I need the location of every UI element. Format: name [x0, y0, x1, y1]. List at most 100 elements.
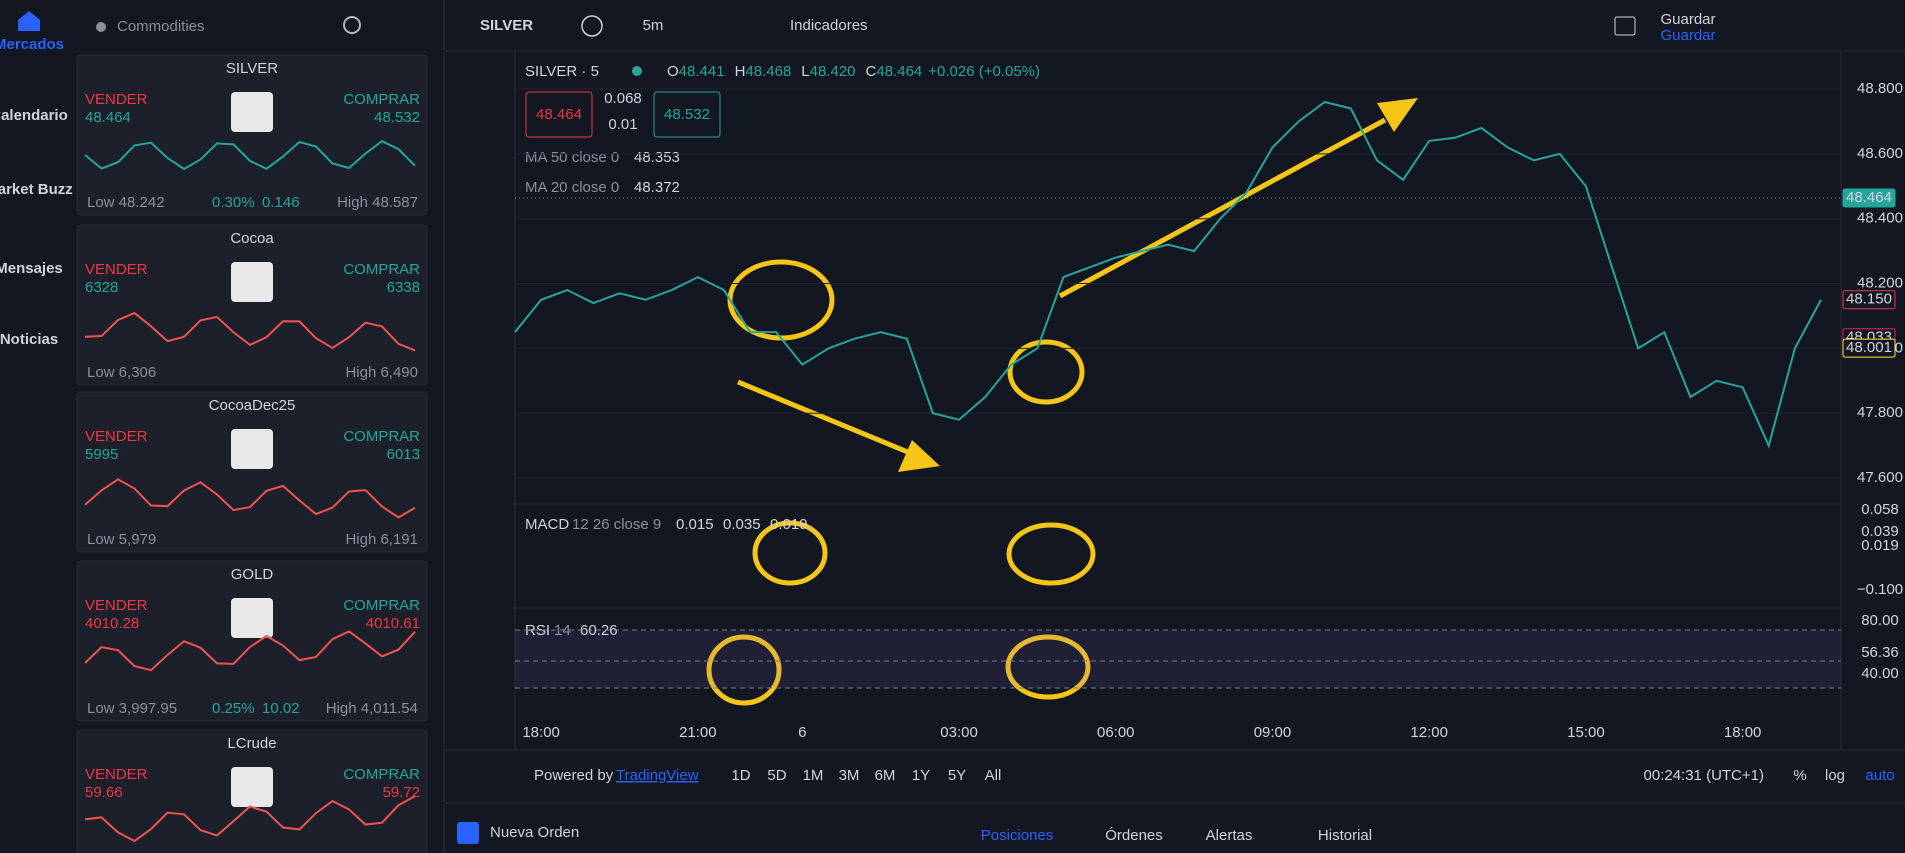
buy-label: COMPRAR — [343, 261, 420, 278]
range[interactable]: 1Y — [912, 767, 930, 784]
tab[interactable]: Alertas — [1206, 827, 1253, 844]
macd-axis: 0.039 — [1861, 523, 1899, 540]
macd-name: MACD — [525, 516, 569, 533]
card-name: CocoaDec25 — [209, 397, 296, 414]
low: Low 48.242 — [87, 194, 165, 211]
range[interactable]: 3M — [839, 767, 860, 784]
range[interactable]: 1M — [803, 767, 824, 784]
buy-price[interactable]: 6013 — [387, 446, 420, 463]
percent[interactable]: % — [1793, 767, 1806, 784]
nav-label[interactable]: Noticias — [0, 331, 58, 348]
buy-price[interactable]: 48.532 — [374, 109, 420, 126]
macd-axis: 0.019 — [1861, 537, 1899, 554]
buy-box[interactable] — [653, 91, 721, 138]
sell-price[interactable]: 6328 — [85, 279, 118, 296]
change: 0.30% — [212, 194, 255, 211]
sell-price[interactable]: 48.464 — [536, 106, 582, 123]
range[interactable]: 6M — [875, 767, 896, 784]
nav-label[interactable]: Mensajes — [0, 260, 63, 277]
y-tick-label: 47.800 — [1857, 404, 1903, 421]
add-icon[interactable] — [581, 15, 603, 37]
price-tag — [1842, 338, 1896, 358]
buy-label: COMPRAR — [343, 597, 420, 614]
legend-symbol: SILVER · 5 — [525, 63, 599, 80]
x-tick-label: 18:00 — [522, 724, 560, 741]
ohlc-value: 48.468 — [745, 63, 791, 80]
macd-axis: 0.058 — [1861, 501, 1899, 518]
search-icon[interactable] — [343, 16, 361, 34]
card[interactable] — [76, 54, 428, 216]
tab[interactable]: Órdenes — [1105, 827, 1163, 844]
interval[interactable]: 5m — [643, 17, 664, 34]
asset-icon — [231, 92, 273, 132]
powered: Powered by — [534, 767, 614, 784]
buy-label: COMPRAR — [343, 766, 420, 783]
card-name: LCrude — [227, 735, 276, 752]
annotations — [706, 117, 1387, 706]
price-tag — [1842, 290, 1896, 310]
x-tick-label: 15:00 — [1567, 724, 1605, 741]
indicators-button[interactable]: Indicadores — [790, 17, 868, 34]
buy-price[interactable]: 48.532 — [664, 106, 710, 123]
card[interactable] — [76, 391, 428, 553]
layout-icon[interactable] — [1614, 16, 1636, 36]
rsi-axis: 40.00 — [1861, 665, 1899, 682]
card[interactable] — [76, 560, 428, 722]
y-tick-label: 48.400 — [1857, 210, 1903, 227]
new-order[interactable]: Nueva Orden — [490, 824, 579, 841]
auto[interactable]: auto — [1865, 767, 1894, 784]
sparkline — [84, 630, 416, 672]
ma-value: 48.372 — [634, 179, 680, 196]
range[interactable]: 5Y — [948, 767, 966, 784]
asset-icon — [231, 262, 273, 302]
tab[interactable]: Historial — [1318, 827, 1372, 844]
high: High 48.587 — [337, 194, 418, 211]
buy-price[interactable]: 4010.61 — [366, 615, 420, 632]
range[interactable]: 1D — [731, 767, 750, 784]
macd-value: 0.035 — [723, 516, 761, 533]
ohlc-value: 48.420 — [810, 63, 856, 80]
sell-price[interactable]: 4010.28 — [85, 615, 139, 632]
asset-icon — [231, 767, 273, 807]
ma-value: 48.353 — [634, 149, 680, 166]
sell-price[interactable]: 59.66 — [85, 784, 123, 801]
buy-price[interactable]: 6338 — [387, 279, 420, 296]
drop-icon — [96, 22, 106, 32]
x-tick-label: 18:00 — [1724, 724, 1762, 741]
high: High 6,490 — [345, 364, 418, 381]
arrow-heads — [898, 98, 1418, 472]
macd-value: 0.015 — [676, 516, 714, 533]
sell-label: VENDER — [85, 597, 148, 614]
ohlc-label: L — [801, 63, 809, 80]
nav-label[interactable]: Market Buzz — [0, 181, 73, 198]
change-abs: 10.02 — [262, 700, 300, 717]
log[interactable]: log — [1825, 767, 1845, 784]
range[interactable]: All — [985, 767, 1002, 784]
home-icon[interactable] — [18, 11, 40, 31]
tab[interactable]: Posiciones — [981, 827, 1054, 844]
buy-label: COMPRAR — [343, 91, 420, 108]
order-icon[interactable] — [457, 822, 479, 844]
change-abs: 0.146 — [262, 194, 300, 211]
brand[interactable]: TradingView — [616, 767, 699, 784]
card[interactable] — [76, 224, 428, 386]
card-name: GOLD — [231, 566, 274, 583]
x-tick-label: 09:00 — [1254, 724, 1292, 741]
market-dot — [632, 66, 642, 76]
ohlc: O48.441 H48.468 L48.420 C48.464 +0.026 (+0.0… — [667, 63, 1040, 80]
watchlist-title: Commodities — [117, 18, 205, 35]
nav-label[interactable]: Calendario — [0, 107, 68, 124]
sell-label: VENDER — [85, 91, 148, 108]
sell-price[interactable]: 5995 — [85, 446, 118, 463]
sell-price[interactable]: 48.464 — [85, 109, 131, 126]
sell-label: VENDER — [85, 428, 148, 445]
nav-label[interactable]: Mercados — [0, 36, 64, 53]
save-button[interactable]: Guardar — [1660, 11, 1715, 28]
card-name: Cocoa — [230, 230, 274, 247]
sell-box[interactable] — [525, 91, 593, 138]
symbol[interactable]: SILVER — [480, 17, 533, 34]
asset-icon — [231, 598, 273, 638]
range[interactable]: 5D — [767, 767, 786, 784]
buy-price[interactable]: 59.72 — [382, 784, 420, 801]
